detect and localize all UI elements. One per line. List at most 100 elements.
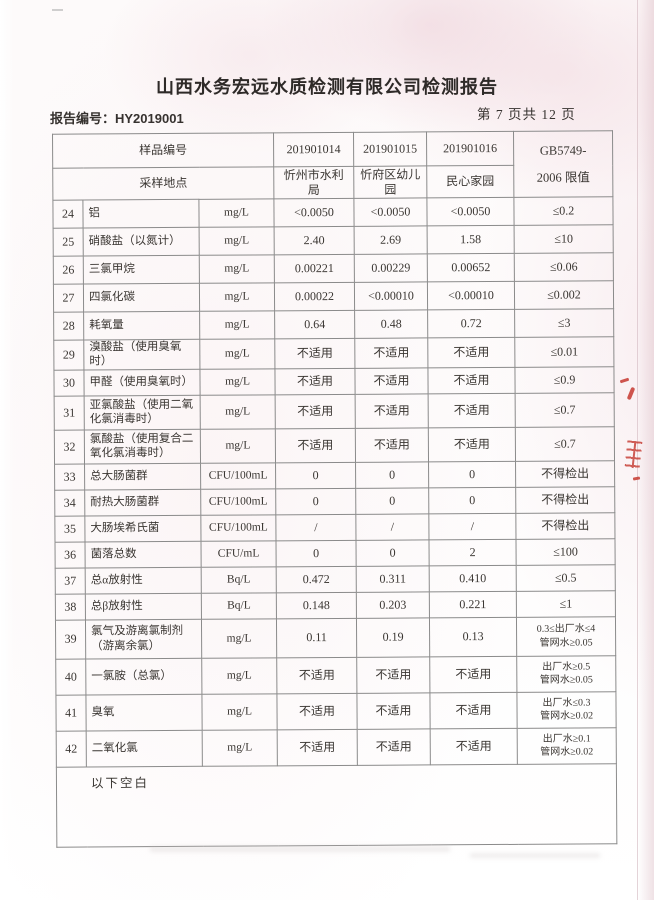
value-cell: 0.13	[429, 617, 517, 657]
limit-cell: ≤0.2	[513, 196, 614, 226]
unit-cell: mg/L	[199, 282, 275, 312]
table-row: 42 二氧化氯 mg/L 不适用 不适用 不适用 出厂水≥0.1 管网水≥0.02	[56, 727, 617, 767]
value-cell: 0.311	[356, 565, 430, 593]
limit-cell: ≤1	[516, 590, 616, 618]
value-cell: 0.221	[429, 591, 517, 618]
unit-cell: mg/L	[199, 226, 275, 256]
value-cell: 0.472	[276, 566, 357, 593]
limit-cell: ≤0.7	[515, 426, 615, 462]
value-cell: /	[275, 514, 356, 541]
value-cell: 2.69	[354, 225, 428, 255]
row-number-cell: 41	[55, 694, 87, 731]
red-stamp-fragment	[619, 377, 630, 384]
value-cell: <0.0050	[273, 198, 355, 227]
value-cell: 0	[428, 487, 516, 514]
parameter-name-cell: 溴酸盐（使用臭氧时）	[83, 339, 200, 370]
red-stamp-fragment	[626, 386, 636, 401]
limit-cell: 不得检出	[515, 512, 615, 540]
table-row: 33 总大肠菌群 CFU/100mL 0 0 0 不得检出	[54, 460, 615, 490]
unit-cell: mg/L	[202, 729, 278, 767]
value-cell: /	[355, 513, 429, 541]
row-number-cell: 24	[52, 200, 84, 229]
value-cell: 0.00022	[274, 282, 355, 311]
parameter-name-cell: 亚氯酸盐（使用二氧 化氯消毒时）	[84, 395, 201, 430]
unit-cell: mg/L	[198, 198, 275, 228]
value-cell: 不适用	[428, 427, 516, 462]
table-row: 38 总β放射性 Bq/L 0.148 0.203 0.221 ≤1	[55, 590, 616, 620]
table-row: 40 一氯胺（总氯） mg/L 不适用 不适用 不适用 出厂水≥0.5 管网水≥0.05	[55, 655, 616, 695]
page-indicator: 第 7 页共 12 页	[477, 107, 576, 122]
value-cell: 不适用	[430, 728, 518, 765]
unit-cell: mg/L	[201, 657, 277, 695]
value-cell: 不适用	[276, 693, 358, 730]
value-cell: 不适用	[354, 367, 429, 395]
limit-cell: ≤10	[514, 224, 614, 254]
value-cell: 0	[275, 540, 357, 567]
value-cell: 0.11	[276, 618, 357, 658]
page-title: 山西水务宏远水质检测有限公司检测报告	[156, 77, 498, 97]
value-cell: 不适用	[277, 729, 358, 766]
row-number-cell: 32	[54, 429, 85, 464]
value-cell: 0.148	[276, 592, 357, 619]
table-row: 25 硝酸盐（以氮计） mg/L 2.40 2.69 1.58 ≤10	[53, 224, 614, 257]
value-cell: 不适用	[355, 427, 429, 463]
location-cell: 忻府区幼儿 园	[353, 165, 427, 199]
parameter-name-cell: 臭氧	[85, 694, 203, 731]
value-cell: 不适用	[355, 393, 429, 429]
value-cell: 2.40	[274, 226, 355, 255]
limit-header-cell: GB5749- 2006 限值	[513, 130, 613, 198]
parameter-name-cell: 耐热大肠菌群	[84, 489, 201, 516]
scan-left-edge	[0, 0, 14, 900]
limit-cell: 出厂水≤0.3 管网水≥0.02	[516, 691, 617, 729]
value-cell: 不适用	[354, 337, 428, 369]
limit-cell: ≤0.7	[515, 392, 615, 428]
value-cell: 不适用	[429, 656, 517, 693]
value-cell: 不适用	[274, 368, 356, 395]
table-row: 37 总α放射性 Bq/L 0.472 0.311 0.410 ≤0.5	[55, 564, 616, 594]
table-row: 39 氯气及游离氯制剂 （游离余氯） mg/L 0.11 0.19 0.13 0.3≤出厂水…	[55, 616, 616, 659]
parameter-name-cell: 菌落总数	[84, 541, 202, 568]
table-row: 41 臭氧 mg/L 不适用 不适用 不适用 出厂水≤0.3 管网水≥0.02	[55, 691, 617, 731]
table-row: 29 溴酸盐（使用臭氧时） mg/L 不适用 不适用 不适用 ≤0.01	[53, 336, 614, 370]
unit-cell: mg/L	[201, 618, 277, 659]
row-number-cell: 25	[53, 228, 84, 257]
scan-artifact-streak	[150, 846, 450, 852]
unit-cell: mg/L	[199, 338, 275, 370]
limit-cell: 出厂水≥0.5 管网水≥0.05	[516, 655, 616, 693]
parameter-name-cell: 大肠埃希氏菌	[84, 515, 201, 542]
parameter-name-cell: 硝酸盐（以氮计）	[83, 227, 200, 257]
parameter-name-cell: 总大肠菌群	[84, 463, 201, 490]
results-table: 样品编号 201901014 201901015 201901016 GB574…	[52, 130, 618, 848]
limit-cell: ≤0.5	[516, 564, 616, 592]
sample-id-cell: 201901014	[273, 132, 354, 167]
location-label-cell: 采样地点	[52, 166, 274, 201]
row-number-cell: 35	[54, 515, 85, 542]
limit-cell: ≤0.9	[514, 366, 615, 394]
row-number-cell: 34	[54, 489, 85, 516]
unit-cell: mg/L	[200, 428, 276, 464]
value-cell: 0	[355, 539, 430, 567]
unit-cell: mg/L	[199, 368, 276, 396]
value-cell: /	[428, 513, 516, 540]
parameter-name-cell: 四氯化碳	[83, 283, 200, 313]
row-number-cell: 37	[55, 567, 86, 594]
parameter-name-cell: 一氯胺（总氯）	[85, 658, 202, 695]
sample-id-label-cell: 样品编号	[52, 132, 274, 169]
unit-cell: mg/L	[201, 693, 278, 731]
unit-cell: mg/L	[199, 254, 275, 284]
value-cell: 0.00652	[427, 253, 515, 282]
parameter-name-cell: 氯气及游离氯制剂 （游离余氯）	[85, 619, 202, 659]
value-cell: 0.410	[429, 565, 517, 592]
unit-cell: mg/L	[199, 310, 275, 340]
row-number-cell: 27	[53, 284, 84, 313]
value-cell: 0	[275, 488, 356, 515]
unit-cell: CFU/100mL	[200, 488, 276, 516]
value-cell: 0.203	[356, 591, 430, 619]
table-row: 24 铝 mg/L <0.0050 <0.0050 <0.0050 ≤0.2	[52, 196, 614, 229]
limit-cell: 0.3≤出厂水≤4 管网水≥0.05	[516, 616, 616, 657]
unit-cell: Bq/L	[201, 592, 277, 620]
parameter-name-cell: 总β放射性	[85, 593, 202, 620]
location-cell: 忻州市水利 局	[273, 166, 354, 199]
table-row: 36 菌落总数 CFU/mL 0 0 2 ≤100	[54, 538, 616, 568]
